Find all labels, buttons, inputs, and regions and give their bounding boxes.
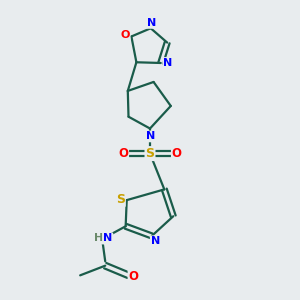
- Text: N: N: [147, 18, 156, 28]
- Text: N: N: [103, 233, 112, 244]
- Text: N: N: [146, 131, 156, 141]
- Text: H: H: [94, 233, 103, 244]
- Text: S: S: [146, 147, 154, 160]
- Text: N: N: [151, 236, 160, 246]
- Text: O: O: [172, 147, 182, 160]
- Text: N: N: [163, 58, 172, 68]
- Text: O: O: [128, 270, 139, 283]
- Text: O: O: [120, 30, 130, 40]
- Text: O: O: [118, 147, 128, 160]
- Text: S: S: [116, 193, 125, 206]
